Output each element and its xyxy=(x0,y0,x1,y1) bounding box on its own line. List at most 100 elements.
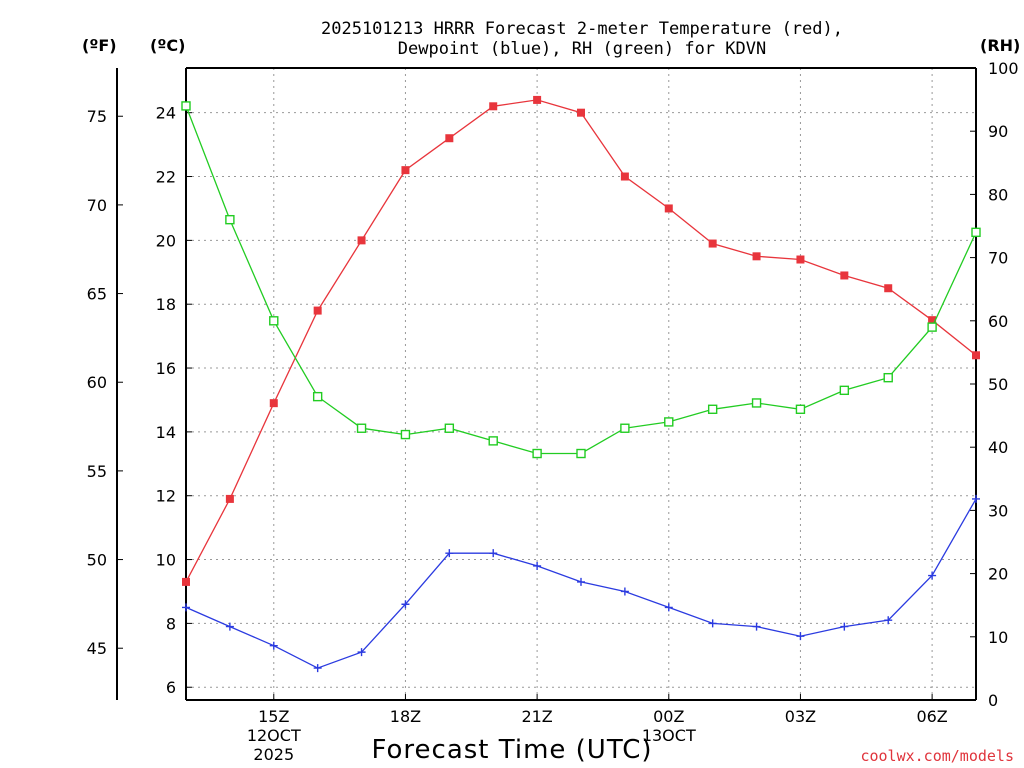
celsius-tick-label: 24 xyxy=(156,104,176,123)
temperature-point xyxy=(489,102,498,111)
temperature-point xyxy=(928,316,937,325)
celsius-tick-label: 12 xyxy=(156,487,176,506)
temperature-point xyxy=(620,172,629,181)
dewpoint-point xyxy=(752,622,761,631)
rh-point xyxy=(883,372,893,383)
temperature-point xyxy=(752,252,761,261)
rh-point xyxy=(664,417,674,427)
dewpoint-point xyxy=(577,577,585,586)
x-tick-label: 2025 xyxy=(253,745,294,764)
celsius-tick-label: 20 xyxy=(156,231,176,250)
temperature-point xyxy=(401,166,410,175)
rh-point xyxy=(400,429,411,440)
x-tick-label: 15Z xyxy=(258,707,289,726)
chart-title-line1: 2025101213 HRRR Forecast 2-meter Tempera… xyxy=(321,19,843,39)
rh-point xyxy=(795,404,806,414)
celsius-tick-label: 14 xyxy=(156,423,176,442)
chart-title-line2: Dewpoint (blue), RH (green) for KDVN xyxy=(398,39,766,59)
rh-point xyxy=(620,423,630,433)
rh-tick-label: 10 xyxy=(988,628,1008,647)
rh-tick-label: 40 xyxy=(988,438,1008,457)
dewpoint-point xyxy=(357,648,366,657)
rh-tick-label: 30 xyxy=(988,501,1008,520)
rh-point xyxy=(225,214,235,225)
temperature-point xyxy=(225,494,234,503)
temperature-point xyxy=(796,255,805,264)
rh-point xyxy=(839,385,850,396)
x-axis-label: Forecast Time (UTC) xyxy=(371,735,652,765)
x-tick-label: 18Z xyxy=(390,707,421,726)
fahrenheit-tick-label: 45 xyxy=(87,639,107,658)
rh-point xyxy=(751,398,762,408)
fahrenheit-axis-unit: (ºF) xyxy=(82,36,117,55)
temperature-point xyxy=(533,95,542,104)
temperature-point xyxy=(357,236,366,245)
x-tick-label: 06Z xyxy=(916,707,947,726)
temperature-point xyxy=(577,108,585,117)
rh-tick-label: 50 xyxy=(988,375,1008,394)
celsius-tick-label: 18 xyxy=(156,295,176,314)
rh-point xyxy=(181,101,191,111)
temperature-point xyxy=(313,306,322,315)
axis-layer: 6 8 10 12 14 16 18 20 22 24 45 50 55 60 65 70 75 0 10 20 30 4… xyxy=(87,59,1019,764)
fahrenheit-tick-label: 55 xyxy=(87,462,107,481)
dewpoint-point xyxy=(840,622,849,631)
dewpoint-point xyxy=(225,622,234,631)
dewpoint-point xyxy=(972,494,980,503)
fahrenheit-tick-label: 70 xyxy=(87,196,107,215)
temperature-point xyxy=(972,351,980,360)
dewpoint-point xyxy=(445,549,454,558)
temperature-point xyxy=(840,271,849,280)
rh-tick-label: 100 xyxy=(988,59,1019,78)
dewpoint-point xyxy=(884,616,893,625)
temperature-line xyxy=(185,99,977,583)
rh-point xyxy=(356,423,367,433)
temperature-point xyxy=(708,239,717,248)
rh-point xyxy=(532,448,542,459)
dewpoint-point xyxy=(796,632,805,641)
fahrenheit-tick-label: 50 xyxy=(87,551,107,570)
rh-axis-unit: (RH) xyxy=(980,36,1020,55)
dewpoint-point xyxy=(708,619,717,628)
rh-point xyxy=(927,322,937,332)
celsius-tick-label: 10 xyxy=(156,551,176,570)
credit-text: coolwx.com/models xyxy=(860,747,1014,765)
x-tick-label: 21Z xyxy=(521,707,552,726)
series-layer xyxy=(181,95,981,673)
celsius-tick-label: 8 xyxy=(166,614,176,633)
temperature-point xyxy=(269,399,278,408)
x-tick-label: 12OCT xyxy=(247,726,301,745)
dewpoint-point xyxy=(664,603,673,612)
dewpoint-point xyxy=(928,571,937,580)
rh-tick-label: 20 xyxy=(988,565,1008,584)
rh-point xyxy=(707,404,718,414)
dewpoint-point xyxy=(269,641,278,650)
rh-point xyxy=(488,436,498,446)
x-tick-label: 00Z xyxy=(653,707,684,726)
dewpoint-point xyxy=(182,603,190,612)
celsius-tick-label: 22 xyxy=(156,168,176,187)
rh-tick-label: 70 xyxy=(988,249,1008,268)
fahrenheit-tick-label: 75 xyxy=(87,107,107,126)
temperature-point xyxy=(445,134,454,143)
x-tick-label: 03Z xyxy=(785,707,816,726)
rh-point xyxy=(312,391,323,402)
rh-tick-label: 90 xyxy=(988,122,1008,141)
grid-layer xyxy=(186,68,976,700)
temperature-point xyxy=(664,204,673,213)
rh-point xyxy=(971,227,981,238)
temperature-point xyxy=(182,577,190,586)
rh-point xyxy=(269,316,279,326)
rh-point xyxy=(576,448,586,459)
dewpoint-point xyxy=(489,549,498,558)
rh-tick-label: 60 xyxy=(988,312,1008,331)
x-tick-label: 13OCT xyxy=(642,726,696,745)
fahrenheit-tick-label: 60 xyxy=(87,373,107,392)
fahrenheit-tick-label: 65 xyxy=(87,285,107,304)
rh-tick-label: 0 xyxy=(988,691,998,710)
rh-tick-label: 80 xyxy=(988,185,1008,204)
dewpoint-point xyxy=(533,561,542,570)
celsius-axis-unit: (ºC) xyxy=(150,36,185,55)
dewpoint-point xyxy=(313,664,322,673)
